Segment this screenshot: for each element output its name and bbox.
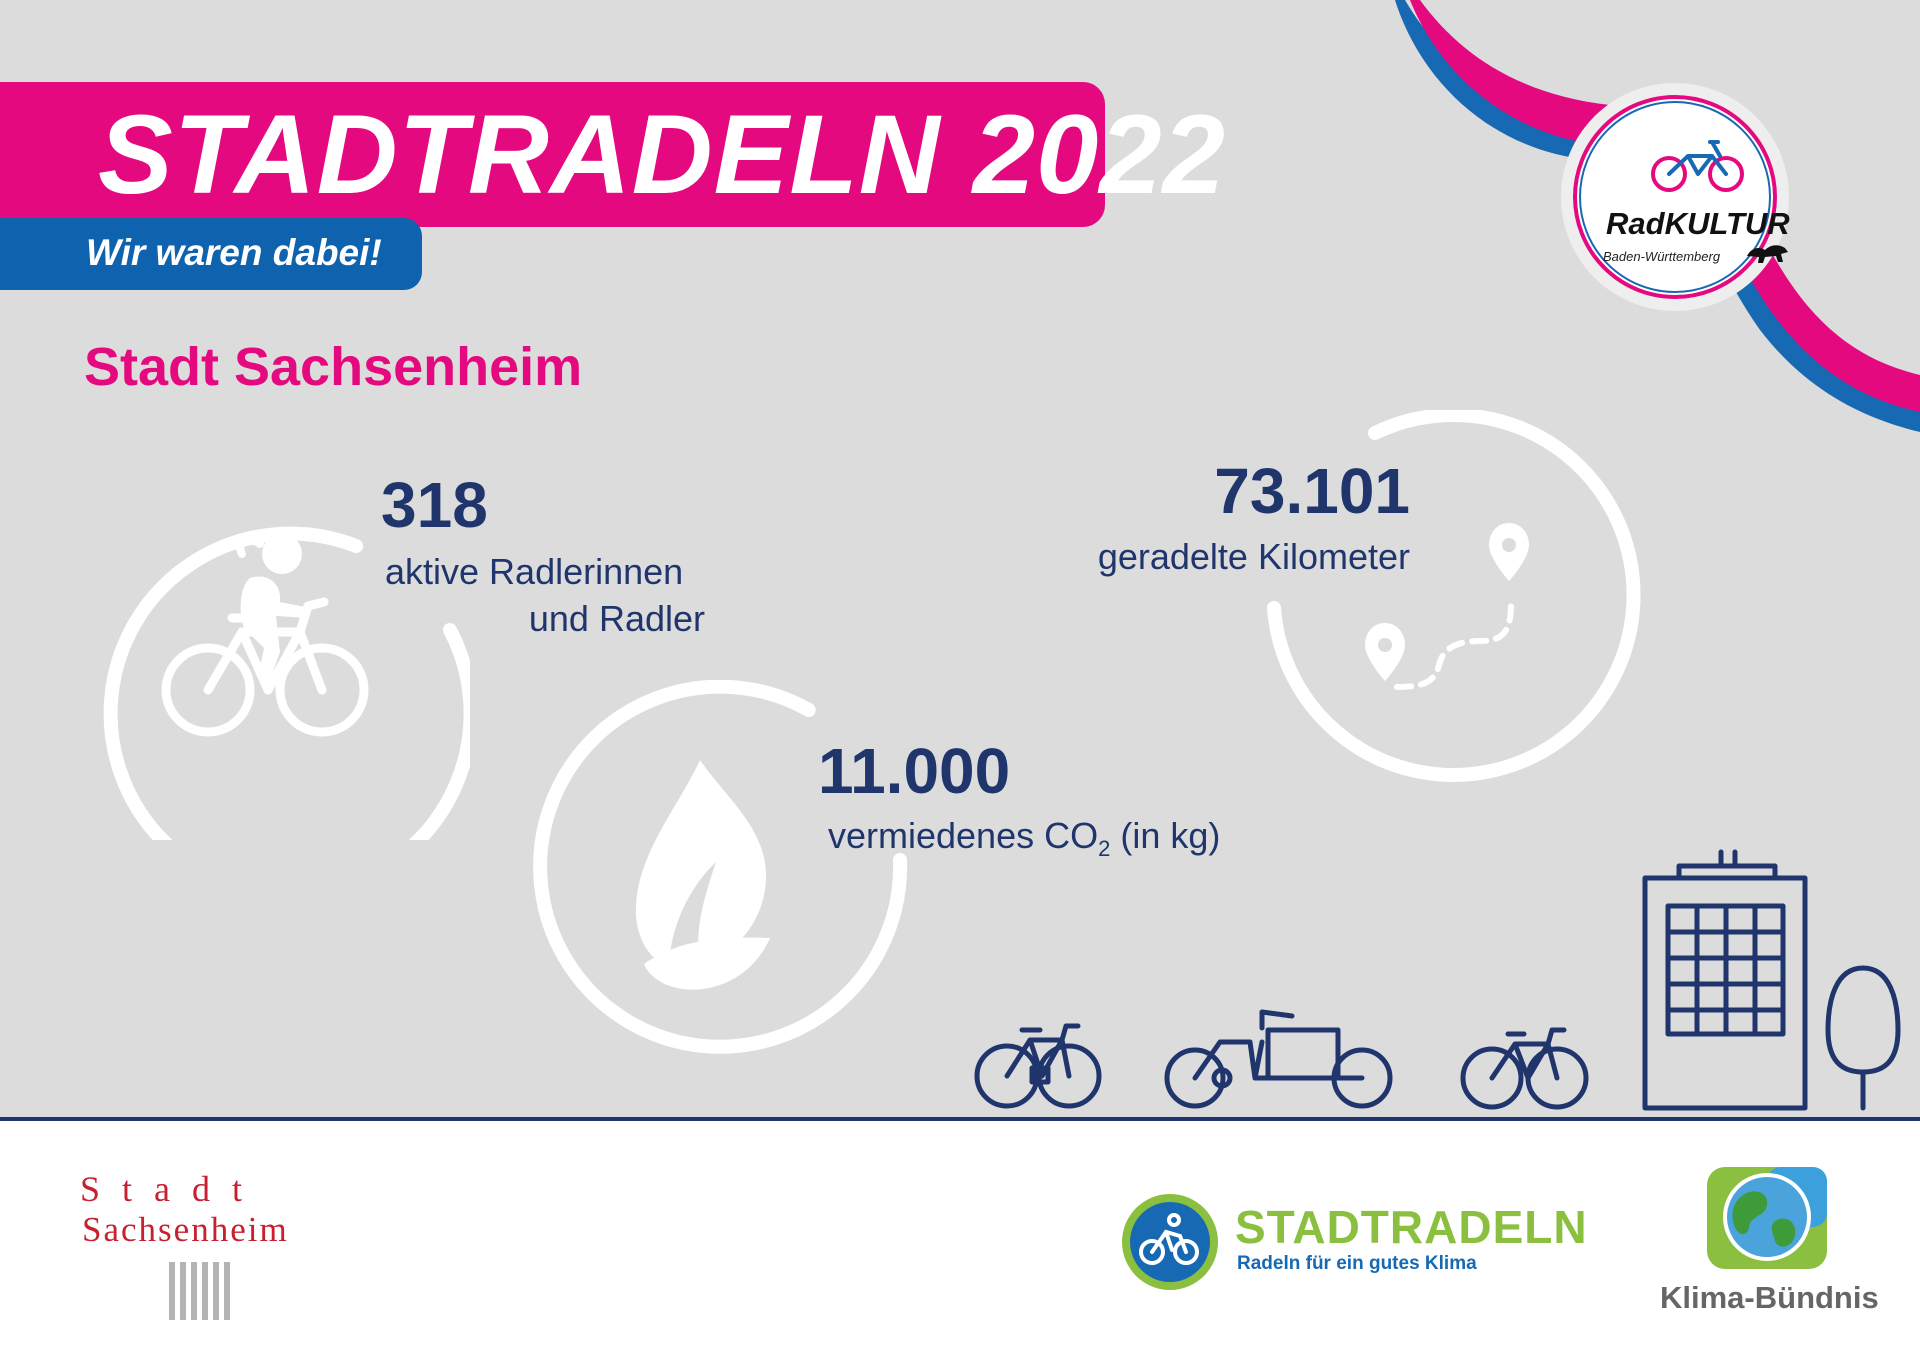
radkultur-badge (1561, 83, 1789, 311)
stadtradeln-logo-tagline: Radeln für ein gutes Klima (1237, 1253, 1477, 1274)
lion-icon (1747, 245, 1788, 263)
city-logo-line2: Sachsenheim (82, 1210, 289, 1249)
cyclists-ring (103, 526, 470, 840)
cargo-bike-icon (1164, 1009, 1393, 1109)
co2-label-sub: 2 (1098, 836, 1111, 862)
kilometers-value: 73.101 (1214, 455, 1410, 527)
radkultur-region: Baden-Württemberg (1603, 249, 1721, 264)
klima-buendnis-logo-name: Klima-Bündnis (1660, 1280, 1879, 1315)
tree-icon (1825, 965, 1901, 1111)
co2-value: 11.000 (818, 735, 1011, 807)
city-logo-bars (169, 1262, 230, 1320)
city-illustration (974, 849, 1901, 1111)
footer (0, 1120, 1920, 1357)
cyclists-value: 318 (381, 469, 488, 541)
page-title: STADTRADELN 2022 (98, 92, 1226, 217)
kilometers-label: geradelte Kilometer (1097, 536, 1410, 577)
footer-divider (0, 1117, 1920, 1121)
city-logo-line1: Stadt (80, 1169, 265, 1209)
co2-label: vermiedenes CO2 (in kg) (828, 812, 1220, 872)
kilometers-ring (1267, 410, 1641, 782)
bike-icon-1 (974, 1023, 1102, 1109)
radkultur-name: RadKULTUR (1606, 206, 1790, 241)
cyclist-icon (161, 534, 369, 737)
page-subtitle: Wir waren dabei! (86, 232, 382, 273)
city-name: Stadt Sachsenheim (84, 337, 583, 397)
co2-ring (533, 680, 908, 1054)
co2-label-prefix: vermiedenes CO (828, 815, 1099, 856)
cyclists-label-line1: aktive Radlerinnen (385, 551, 684, 592)
building-icon (1642, 849, 1808, 1111)
stadtradeln-logo-icon (1122, 1194, 1218, 1290)
stadtradeln-logo-name: STADTRADELN (1235, 1201, 1588, 1253)
radkultur-bike-icon (1651, 140, 1744, 192)
klima-buendnis-logo-icon (1707, 1167, 1827, 1269)
route-pin-icon (1365, 523, 1529, 690)
leaf-icon (635, 760, 770, 990)
subtitle-banner (0, 218, 422, 290)
cyclists-label-line2: und Radler (528, 598, 705, 639)
bike-icon-3 (1460, 1027, 1589, 1110)
ribbon-decoration (1395, 0, 1920, 432)
title-banner (0, 82, 1105, 227)
co2-label-suffix: (in kg) (1110, 815, 1221, 856)
